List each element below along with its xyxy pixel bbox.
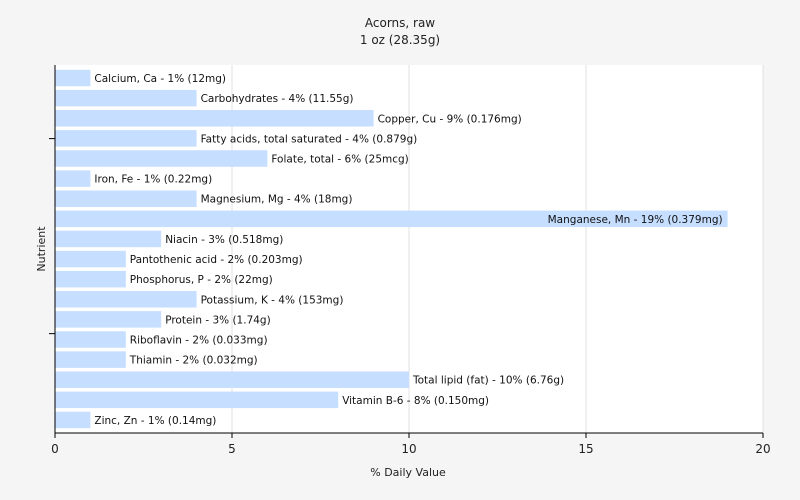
x-tick-label: 5 — [228, 442, 236, 456]
x-tick-label: 15 — [578, 442, 593, 456]
bar — [55, 89, 197, 107]
bar — [55, 110, 374, 127]
bar-label: Manganese, Mn - 19% (0.379mg) — [548, 214, 723, 226]
chart-subtitle: 1 oz (28.35g) — [360, 33, 440, 47]
bar-label: Protein - 3% (1.74g) — [165, 314, 271, 326]
bar-label: Zinc, Zn - 1% (0.14mg) — [94, 415, 216, 427]
bar-label: Folate, total - 6% (25mcg) — [271, 154, 408, 166]
x-tick-label: 0 — [51, 442, 59, 456]
bar-label: Niacin - 3% (0.518mg) — [165, 234, 283, 246]
bar — [55, 230, 162, 248]
axes: 0 5 10 15 20 — [49, 65, 771, 456]
bar — [55, 351, 126, 368]
bar — [55, 69, 91, 87]
bar — [55, 250, 126, 268]
bar — [55, 331, 126, 348]
bar — [55, 270, 126, 288]
chart-title: Acorns, raw — [365, 16, 435, 30]
bar — [55, 150, 268, 167]
bar-label: Phosphorus, P - 2% (22mg) — [130, 274, 273, 286]
bar — [55, 411, 91, 429]
x-axis-label: % Daily Value — [370, 466, 446, 479]
bar-label: Magnesium, Mg - 4% (18mg) — [201, 194, 353, 206]
bar — [55, 311, 162, 328]
bar-label: Thiamin - 2% (0.032mg) — [129, 355, 258, 367]
bar — [55, 190, 197, 207]
bar — [55, 130, 197, 147]
bar — [55, 170, 91, 187]
bar-label: Vitamin B-6 - 8% (0.150mg) — [342, 395, 489, 407]
bar-label: Potassium, K - 4% (153mg) — [201, 294, 344, 306]
bar-label: Calcium, Ca - 1% (12mg) — [94, 73, 226, 85]
bar-label: Copper, Cu - 9% (0.176mg) — [378, 113, 522, 125]
bar — [55, 371, 409, 388]
bar-label: Total lipid (fat) - 10% (6.76g) — [412, 375, 564, 387]
y-axis-label: Nutrient — [35, 226, 48, 272]
bars — [55, 69, 728, 429]
bar — [55, 291, 197, 308]
x-tick-label: 20 — [755, 442, 770, 456]
bar-label: Riboflavin - 2% (0.033mg) — [130, 335, 268, 347]
x-tick-label: 10 — [401, 442, 416, 456]
bar-label: Pantothenic acid - 2% (0.203mg) — [130, 254, 303, 266]
bar — [55, 391, 339, 409]
bar-label: Carbohydrates - 4% (11.55g) — [201, 93, 354, 105]
bar-label: Fatty acids, total saturated - 4% (0.879… — [201, 133, 418, 145]
bar — [55, 210, 728, 228]
bar-label: Iron, Fe - 1% (0.22mg) — [94, 174, 212, 186]
bar-labels: Calcium, Ca - 1% (12mg) Carbohydrates - 4… — [94, 73, 722, 427]
